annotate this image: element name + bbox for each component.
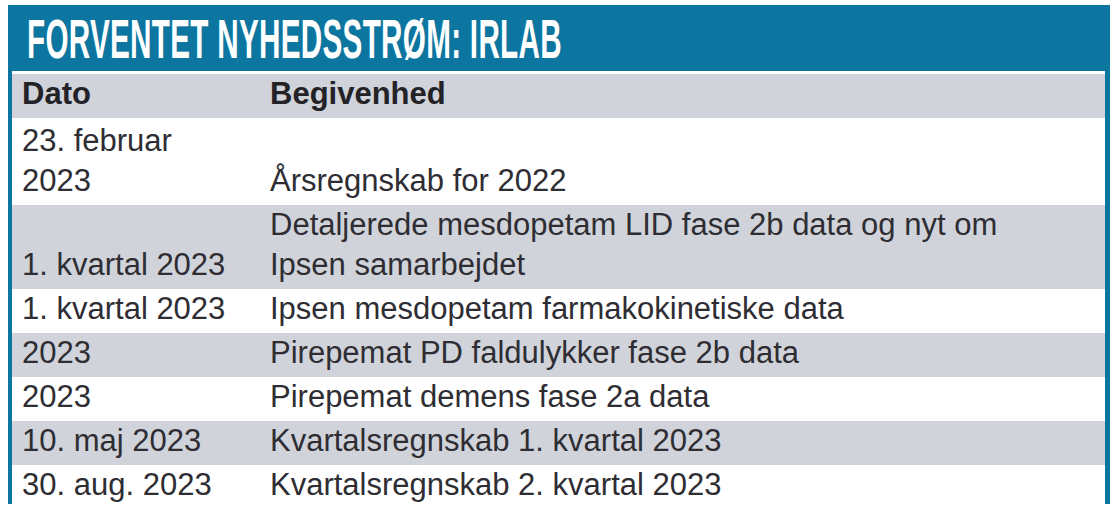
column-header-begivenhed: Begivenhed bbox=[258, 74, 1105, 118]
column-header-dato: Dato bbox=[12, 74, 258, 118]
table-row: 30. aug. 2023 Kvartalsregnskab 2. kvarta… bbox=[12, 465, 1105, 509]
table-row: 1. kvartal 2023 Detaljerede mesdopetam L… bbox=[12, 205, 1105, 289]
table-row: 23. februar 2023 Årsregnskab for 2022 bbox=[12, 118, 1105, 205]
event-cell: Årsregnskab for 2022 bbox=[258, 118, 1105, 205]
event-cell: Kvartalsregnskab 1. kvartal 2023 bbox=[258, 421, 1105, 465]
date-cell: 1. kvartal 2023 bbox=[12, 289, 258, 333]
table-row: 2023 Pirepemat PD faldulykker fase 2b da… bbox=[12, 333, 1105, 377]
table-row: 1. kvartal 2023 Ipsen mesdopetam farmako… bbox=[12, 289, 1105, 333]
news-flow-table-panel: FORVENTET NYHEDSSTRØM: IRLAB Dato Begive… bbox=[8, 5, 1110, 504]
table-row: 2023 Pirepemat demens fase 2a data bbox=[12, 377, 1105, 421]
table-row: 10. maj 2023 Kvartalsregnskab 1. kvartal… bbox=[12, 421, 1105, 465]
panel-title-bar: FORVENTET NYHEDSSTRØM: IRLAB bbox=[12, 5, 1105, 71]
event-cell: Kvartalsregnskab 2. kvartal 2023 bbox=[258, 465, 1105, 509]
date-cell: 30. aug. 2023 bbox=[12, 465, 258, 509]
event-cell: Detaljerede mesdopetam LID fase 2b data … bbox=[258, 205, 1105, 289]
date-cell: 23. februar 2023 bbox=[12, 118, 258, 205]
panel-title: FORVENTET NYHEDSSTRØM: IRLAB bbox=[27, 6, 562, 69]
event-cell: Ipsen mesdopetam farmakokinetiske data bbox=[258, 289, 1105, 333]
date-cell: 2023 bbox=[12, 377, 258, 421]
date-cell: 1. kvartal 2023 bbox=[12, 205, 258, 289]
date-cell: 2023 bbox=[12, 333, 258, 377]
table-header-row: Dato Begivenhed bbox=[12, 74, 1105, 118]
event-cell: Pirepemat PD faldulykker fase 2b data bbox=[258, 333, 1105, 377]
event-cell: Pirepemat demens fase 2a data bbox=[258, 377, 1105, 421]
news-flow-table: Dato Begivenhed 23. februar 2023 Årsregn… bbox=[12, 74, 1105, 509]
date-cell: 10. maj 2023 bbox=[12, 421, 258, 465]
